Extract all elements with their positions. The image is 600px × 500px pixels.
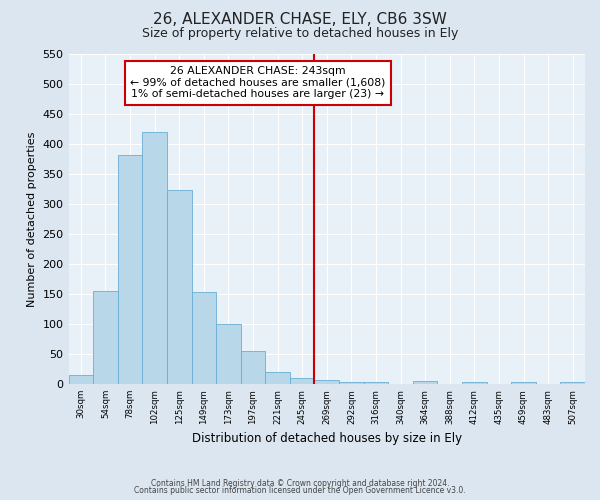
Bar <box>339 382 364 384</box>
Text: 26, ALEXANDER CHASE, ELY, CB6 3SW: 26, ALEXANDER CHASE, ELY, CB6 3SW <box>153 12 447 28</box>
Bar <box>364 382 388 384</box>
Bar <box>68 375 93 384</box>
Bar <box>191 292 216 384</box>
Bar <box>118 155 142 384</box>
Text: Size of property relative to detached houses in Ely: Size of property relative to detached ho… <box>142 28 458 40</box>
Bar <box>142 132 167 384</box>
Bar <box>290 378 314 384</box>
Bar <box>93 291 118 384</box>
Y-axis label: Number of detached properties: Number of detached properties <box>27 132 37 306</box>
Bar <box>314 380 339 384</box>
Bar <box>413 381 437 384</box>
Bar <box>167 190 191 384</box>
Bar <box>241 351 265 384</box>
Text: Contains HM Land Registry data © Crown copyright and database right 2024.: Contains HM Land Registry data © Crown c… <box>151 478 449 488</box>
Bar <box>265 372 290 384</box>
Bar <box>216 324 241 384</box>
Text: Contains public sector information licensed under the Open Government Licence v3: Contains public sector information licen… <box>134 486 466 495</box>
Bar <box>462 382 487 384</box>
Bar <box>511 382 536 384</box>
Text: 26 ALEXANDER CHASE: 243sqm
← 99% of detached houses are smaller (1,608)
1% of se: 26 ALEXANDER CHASE: 243sqm ← 99% of deta… <box>130 66 386 99</box>
X-axis label: Distribution of detached houses by size in Ely: Distribution of detached houses by size … <box>192 432 462 445</box>
Bar <box>560 382 585 384</box>
